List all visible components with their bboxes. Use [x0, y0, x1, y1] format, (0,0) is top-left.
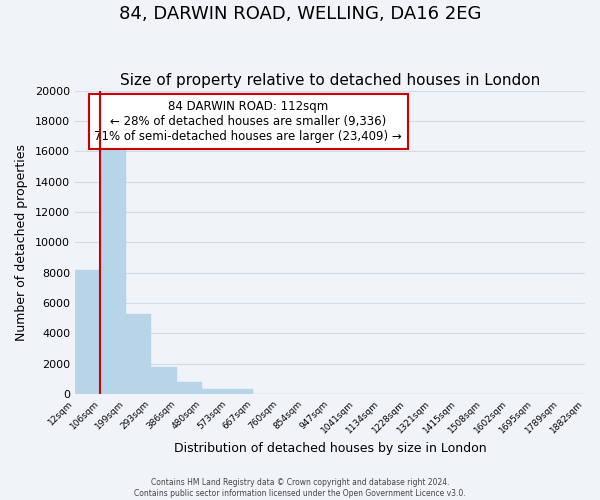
Text: 84 DARWIN ROAD: 112sqm
← 28% of detached houses are smaller (9,336)
71% of semi-: 84 DARWIN ROAD: 112sqm ← 28% of detached…: [94, 100, 402, 142]
Bar: [228, 390, 253, 394]
Text: 84, DARWIN ROAD, WELLING, DA16 2EG: 84, DARWIN ROAD, WELLING, DA16 2EG: [119, 5, 481, 23]
Text: Contains HM Land Registry data © Crown copyright and database right 2024.
Contai: Contains HM Land Registry data © Crown c…: [134, 478, 466, 498]
X-axis label: Distribution of detached houses by size in London: Distribution of detached houses by size …: [173, 442, 486, 455]
Bar: [100, 142, 126, 394]
Bar: [151, 366, 177, 394]
Bar: [177, 382, 202, 394]
Title: Size of property relative to detached houses in London: Size of property relative to detached ho…: [120, 73, 540, 88]
Y-axis label: Number of detached properties: Number of detached properties: [15, 144, 28, 341]
Bar: [202, 390, 228, 394]
Bar: [126, 314, 151, 394]
Bar: [75, 270, 100, 394]
